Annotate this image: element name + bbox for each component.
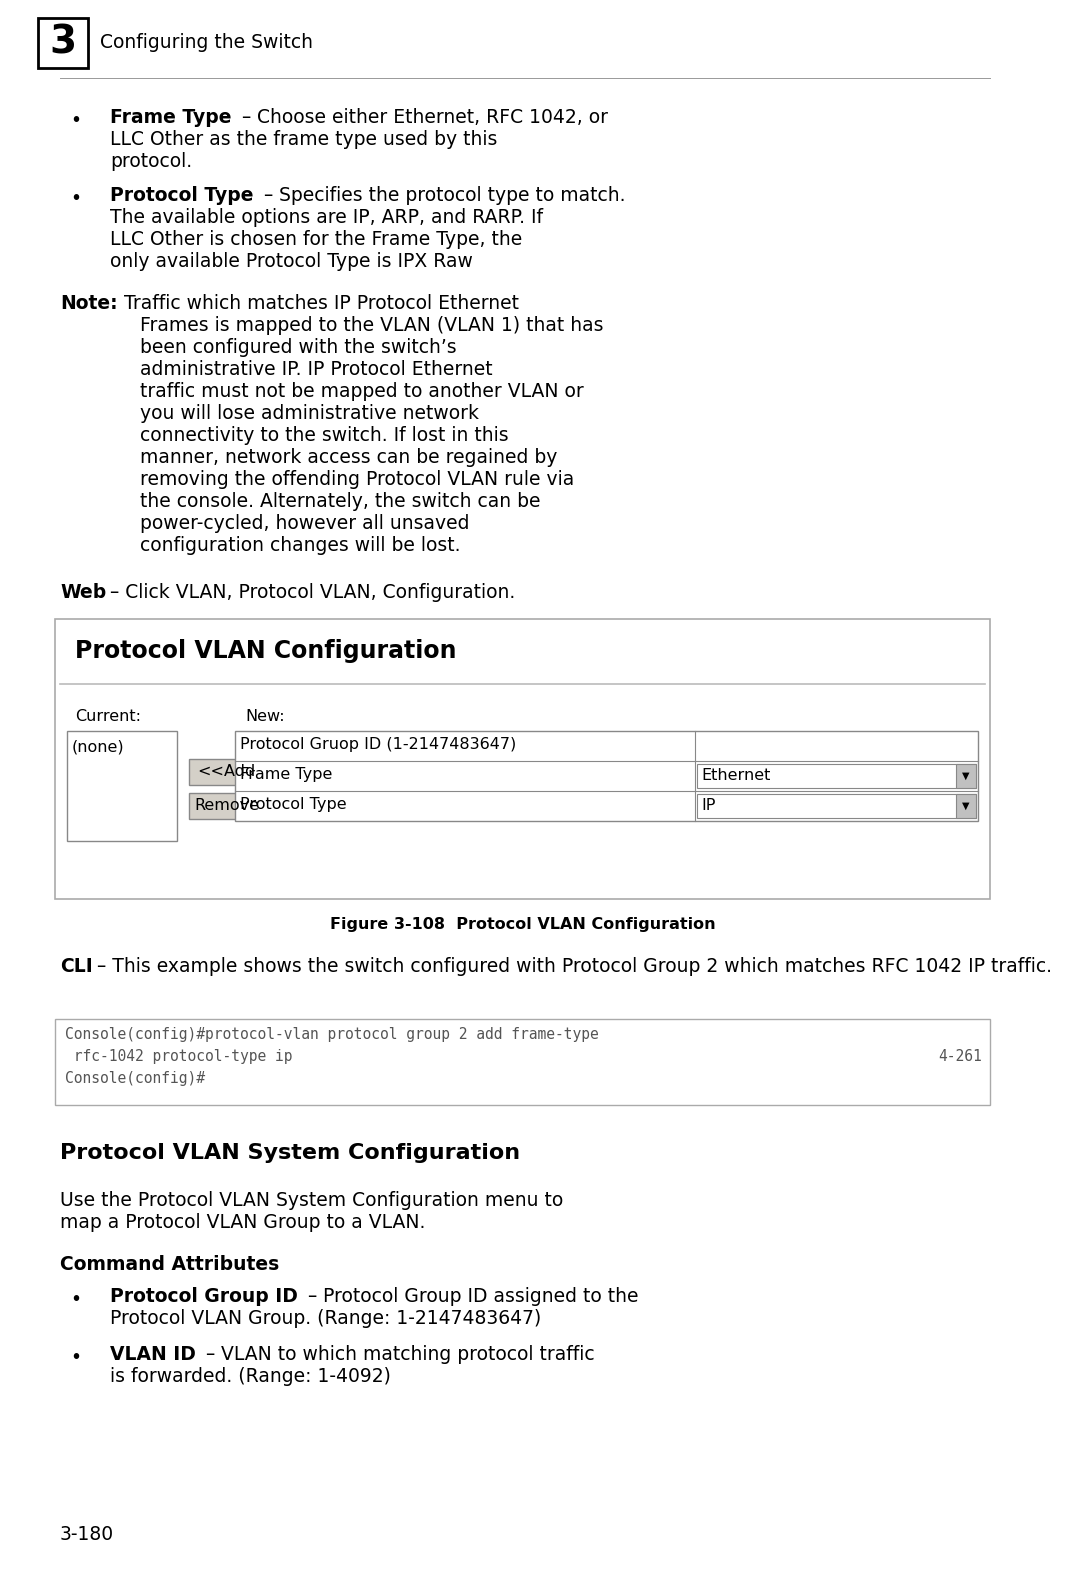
Bar: [235, 732, 978, 821]
Text: Protocol Group ID: Protocol Group ID: [110, 1287, 298, 1306]
Text: <<Add: <<Add: [198, 765, 256, 779]
Text: 3: 3: [50, 24, 77, 61]
Bar: [189, 758, 264, 785]
Text: Current:: Current:: [75, 710, 141, 724]
Text: Remove: Remove: [194, 799, 259, 813]
Text: Protocol VLAN Configuration: Protocol VLAN Configuration: [75, 639, 457, 663]
Text: – This example shows the switch configured with Protocol Group 2 which matches R: – This example shows the switch configur…: [97, 958, 1052, 977]
Text: Protocol VLAN Group. (Range: 1-2147483647): Protocol VLAN Group. (Range: 1-214748364…: [110, 1309, 541, 1328]
Text: New:: New:: [245, 710, 285, 724]
Text: Use the Protocol VLAN System Configuration menu to: Use the Protocol VLAN System Configurati…: [60, 1192, 564, 1210]
Text: Console(config)#: Console(config)#: [65, 1071, 205, 1086]
Text: power-cycled, however all unsaved: power-cycled, however all unsaved: [140, 513, 470, 532]
Text: Protocol Group ID assigned to the: Protocol Group ID assigned to the: [323, 1287, 638, 1306]
Text: rfc-1042 protocol-type ip: rfc-1042 protocol-type ip: [65, 1049, 293, 1064]
Text: Protocol Type: Protocol Type: [110, 185, 254, 206]
Text: Protocol Gruop ID (1-2147483647): Protocol Gruop ID (1-2147483647): [240, 736, 516, 752]
Text: the console. Alternately, the switch can be: the console. Alternately, the switch can…: [140, 491, 540, 510]
Text: –: –: [257, 185, 279, 206]
Bar: [67, 732, 177, 842]
Text: administrative IP. IP Protocol Ethernet: administrative IP. IP Protocol Ethernet: [140, 360, 492, 378]
Text: (none): (none): [72, 739, 124, 754]
Text: connectivity to the switch. If lost in this: connectivity to the switch. If lost in t…: [140, 425, 509, 444]
Text: IP: IP: [701, 799, 715, 813]
Text: map a Protocol VLAN Group to a VLAN.: map a Protocol VLAN Group to a VLAN.: [60, 1214, 426, 1232]
Text: LLC Other as the frame type used by this: LLC Other as the frame type used by this: [110, 130, 498, 149]
Text: VLAN to which matching protocol traffic: VLAN to which matching protocol traffic: [221, 1345, 595, 1364]
Text: is forwarded. (Range: 1-4092): is forwarded. (Range: 1-4092): [110, 1367, 391, 1386]
Text: –: –: [200, 1345, 221, 1364]
Text: Figure 3-108  Protocol VLAN Configuration: Figure 3-108 Protocol VLAN Configuration: [329, 917, 715, 933]
Text: only available Protocol Type is IPX Raw: only available Protocol Type is IPX Raw: [110, 253, 473, 272]
Text: Note:: Note:: [60, 294, 118, 312]
Text: Specifies the protocol type to match.: Specifies the protocol type to match.: [279, 185, 625, 206]
Bar: [55, 619, 990, 900]
Text: Command Attributes: Command Attributes: [60, 1254, 280, 1273]
Text: The available options are IP, ARP, and RARP. If: The available options are IP, ARP, and R…: [110, 207, 543, 228]
Text: protocol.: protocol.: [110, 152, 192, 171]
Text: Protocol VLAN System Configuration: Protocol VLAN System Configuration: [60, 1143, 521, 1163]
Bar: [189, 793, 264, 820]
Text: 4-261: 4-261: [939, 1049, 982, 1064]
Text: manner, network access can be regained by: manner, network access can be regained b…: [140, 447, 557, 466]
Text: –: –: [235, 108, 257, 127]
Text: •: •: [70, 188, 81, 207]
Bar: [38, 17, 87, 68]
Bar: [697, 794, 976, 818]
Text: –: –: [302, 1287, 323, 1306]
Text: Protocol Type: Protocol Type: [240, 798, 347, 812]
Bar: [956, 765, 976, 788]
Text: Frame Type: Frame Type: [240, 768, 333, 782]
Bar: [697, 765, 976, 788]
Text: •: •: [70, 1291, 81, 1309]
Text: •: •: [70, 111, 81, 130]
Text: Web: Web: [60, 582, 106, 601]
Text: Choose either Ethernet, RFC 1042, or: Choose either Ethernet, RFC 1042, or: [257, 108, 608, 127]
Text: you will lose administrative network: you will lose administrative network: [140, 403, 480, 422]
Text: VLAN ID: VLAN ID: [110, 1345, 195, 1364]
Text: Configuring the Switch: Configuring the Switch: [100, 33, 313, 52]
Text: Frames is mapped to the VLAN (VLAN 1) that has: Frames is mapped to the VLAN (VLAN 1) th…: [140, 316, 604, 334]
Text: configuration changes will be lost.: configuration changes will be lost.: [140, 535, 460, 556]
Text: ▼: ▼: [962, 771, 970, 780]
Text: Console(config)#protocol-vlan protocol group 2 add frame-type: Console(config)#protocol-vlan protocol g…: [65, 1027, 598, 1042]
Text: been configured with the switch’s: been configured with the switch’s: [140, 338, 457, 356]
Text: Frame Type: Frame Type: [110, 108, 231, 127]
Text: – Click VLAN, Protocol VLAN, Configuration.: – Click VLAN, Protocol VLAN, Configurati…: [110, 582, 515, 601]
Text: ▼: ▼: [962, 801, 970, 812]
Bar: [55, 1019, 990, 1105]
Text: CLI: CLI: [60, 958, 93, 977]
Text: traffic must not be mapped to another VLAN or: traffic must not be mapped to another VL…: [140, 382, 584, 400]
Text: •: •: [70, 1349, 81, 1367]
Text: LLC Other is chosen for the Frame Type, the: LLC Other is chosen for the Frame Type, …: [110, 229, 523, 250]
Bar: [956, 794, 976, 818]
Text: removing the offending Protocol VLAN rule via: removing the offending Protocol VLAN rul…: [140, 469, 575, 488]
Text: 3-180: 3-180: [60, 1524, 114, 1543]
Text: Traffic which matches IP Protocol Ethernet: Traffic which matches IP Protocol Ethern…: [123, 294, 518, 312]
Text: Ethernet: Ethernet: [701, 768, 770, 783]
